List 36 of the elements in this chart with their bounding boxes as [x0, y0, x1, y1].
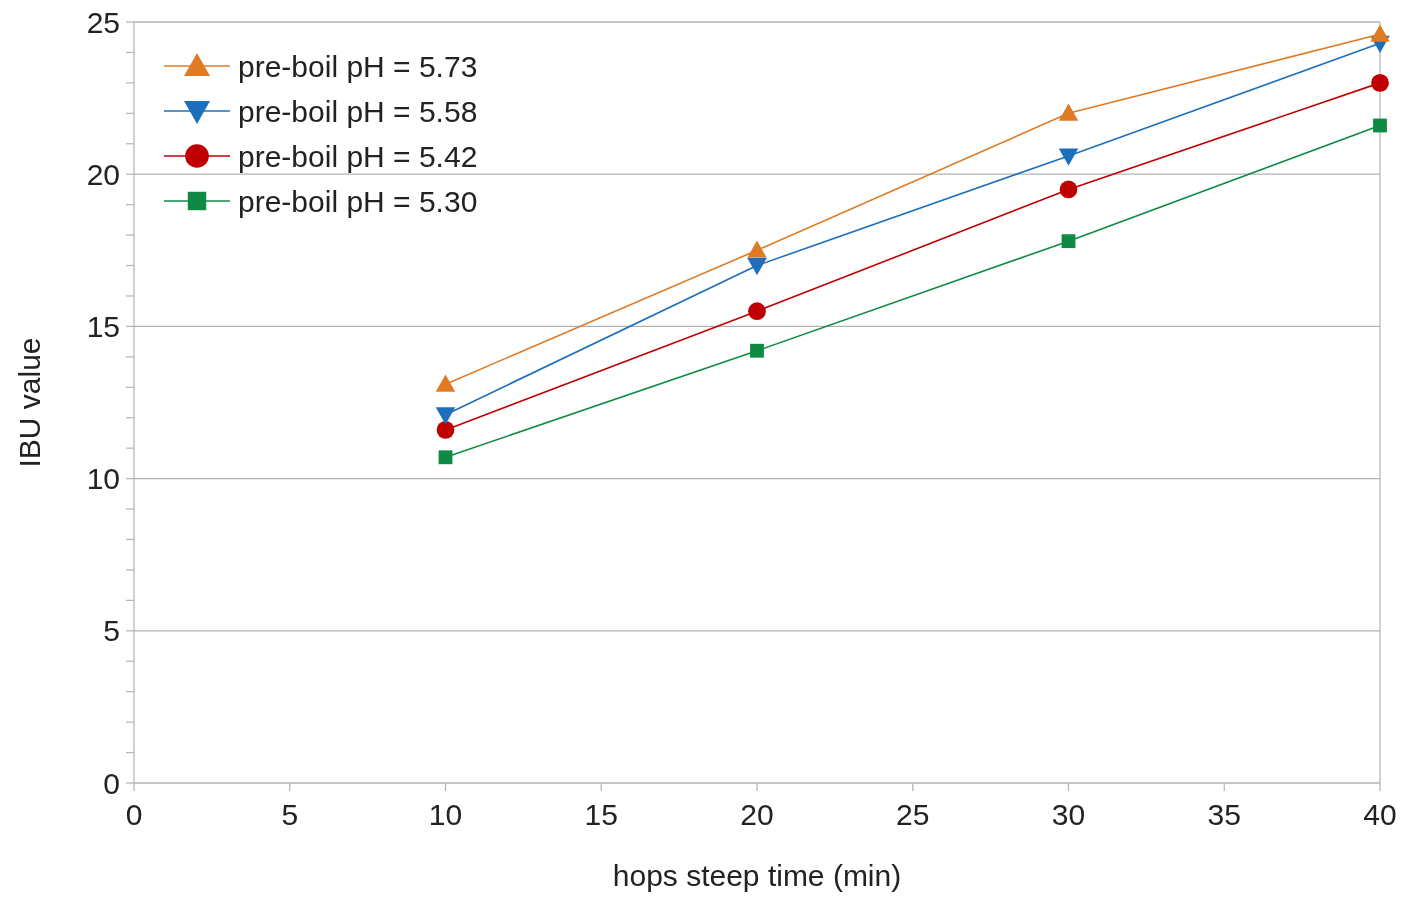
- x-tick-label: 25: [896, 798, 930, 831]
- point: [1058, 148, 1079, 166]
- y-tick-label: 10: [86, 462, 120, 496]
- legend-label: pre-boil pH = 5.58: [238, 94, 478, 128]
- point: [747, 240, 767, 258]
- point: [1061, 234, 1076, 249]
- point: [1370, 24, 1390, 42]
- x-tick-label: 10: [428, 798, 463, 831]
- y-tick-label: 25: [86, 5, 120, 39]
- point: [1373, 118, 1387, 133]
- point: [1371, 74, 1389, 92]
- point: [1059, 180, 1078, 199]
- legend-label: pre-boil pH = 5.42: [238, 139, 478, 173]
- point: [436, 421, 455, 439]
- x-tick-label: 0: [125, 798, 143, 831]
- x-tick-label: 5: [281, 798, 299, 831]
- y-tick-label: 15: [86, 309, 120, 343]
- point: [435, 374, 456, 392]
- legend-label: pre-boil pH = 5.73: [238, 49, 478, 83]
- point: [748, 302, 766, 321]
- legend-label: pre-boil pH = 5.30: [238, 184, 478, 218]
- x-axis-title: hops steep time (min): [612, 859, 902, 892]
- y-tick-label: 5: [103, 614, 120, 648]
- x-tick-label: 20: [740, 798, 774, 831]
- x-tick-label: 30: [1051, 798, 1086, 831]
- y-axis-title: IBU value: [13, 337, 46, 468]
- point: [435, 407, 456, 425]
- point: [1058, 103, 1079, 121]
- y-tick-label: 0: [103, 766, 120, 800]
- x-tick-label: 15: [584, 798, 618, 831]
- point: [750, 343, 764, 358]
- x-tick-label: 40: [1363, 798, 1397, 831]
- y-tick-label: 20: [86, 157, 120, 191]
- point: [438, 450, 453, 465]
- point: [747, 258, 767, 276]
- x-tick-label: 35: [1207, 798, 1241, 831]
